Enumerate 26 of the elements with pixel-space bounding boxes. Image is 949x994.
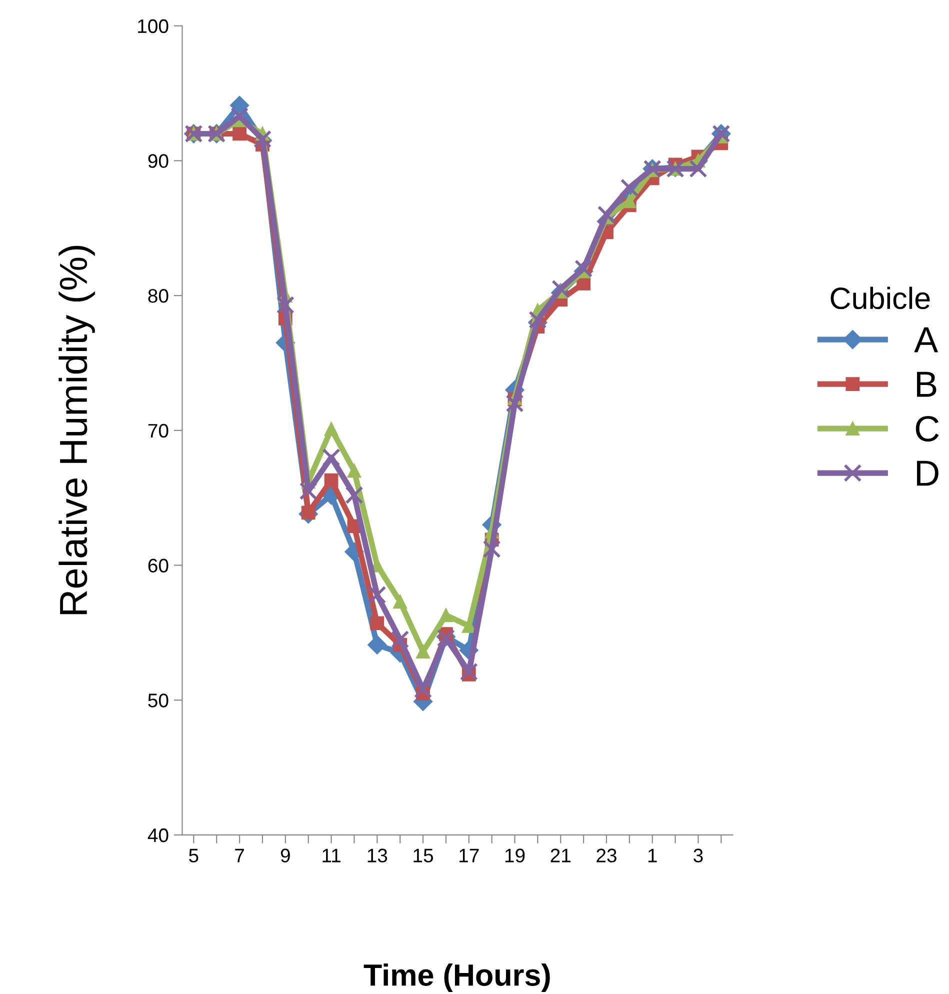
y-tick-label: 40 <box>148 828 168 842</box>
x-tick-label: 7 <box>235 848 244 862</box>
y-tick-label: 60 <box>148 558 168 572</box>
legend-title: Cubicle <box>830 286 930 310</box>
x-tick-label: 13 <box>368 848 388 862</box>
x-tick-label: 5 <box>189 848 198 862</box>
x-tick-label: 19 <box>505 848 525 862</box>
x-tick-label: 17 <box>460 848 479 862</box>
y-tick-label: 70 <box>148 424 168 438</box>
x-axis-title: Time (Hours) <box>364 964 550 992</box>
legend-label: C <box>916 416 939 442</box>
x-tick-label: 23 <box>596 848 616 862</box>
x-tick-label: 21 <box>550 848 570 862</box>
x-tick-label: 15 <box>414 848 434 862</box>
legend-label: B <box>917 372 936 397</box>
y-axis-title: Relative Humidity (%) <box>58 246 95 614</box>
legend-label: A <box>914 327 938 352</box>
y-tick-label: 100 <box>138 19 168 34</box>
y-tick-label: 90 <box>148 154 168 168</box>
x-tick-label: 11 <box>322 848 340 862</box>
x-tick-label: 1 <box>648 848 657 862</box>
legend-label: D <box>917 460 938 486</box>
x-tick-label: 9 <box>280 848 290 862</box>
y-tick-label: 50 <box>148 694 168 708</box>
y-tick-label: 80 <box>148 289 168 303</box>
x-tick-label: 3 <box>694 848 703 862</box>
